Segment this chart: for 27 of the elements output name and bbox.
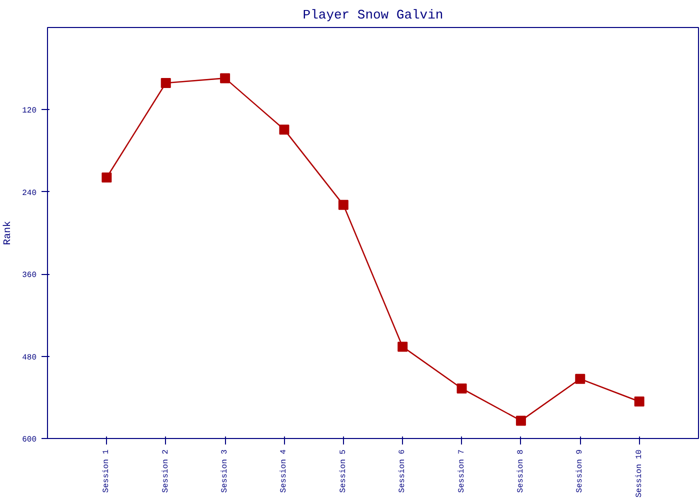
y-axis-title: Rank [2, 220, 14, 245]
y-tick-label: 360 [22, 271, 37, 280]
point [456, 383, 467, 394]
point [398, 342, 408, 352]
y-tick-label: 120 [22, 106, 37, 116]
x-tick-label: Session 9 [576, 449, 585, 493]
x-tick-label: Session 4 [280, 449, 289, 493]
x-tick-label: Session 5 [338, 449, 348, 493]
point [516, 416, 526, 426]
y-tick-label: 600 [22, 436, 37, 444]
y-tick-label: 240 [22, 188, 37, 198]
point [279, 124, 290, 135]
y-tick-label: 480 [22, 353, 37, 362]
point [102, 172, 112, 183]
point [575, 374, 586, 384]
chart-title: Player Snow Galvin [302, 8, 444, 22]
x-tick-label: Session 3 [220, 449, 230, 493]
x-tick-label: Session 7 [457, 449, 466, 493]
x-tick-label: Session 10 [634, 449, 644, 498]
point [160, 78, 171, 88]
x-tick-label: Session 8 [516, 449, 526, 493]
x-tick-label: Session 6 [398, 449, 408, 493]
point [338, 200, 348, 210]
x-tick-label: Session 1 [102, 449, 112, 493]
point [220, 73, 230, 84]
x-tick-label: Session 2 [161, 449, 170, 493]
point [634, 396, 644, 407]
